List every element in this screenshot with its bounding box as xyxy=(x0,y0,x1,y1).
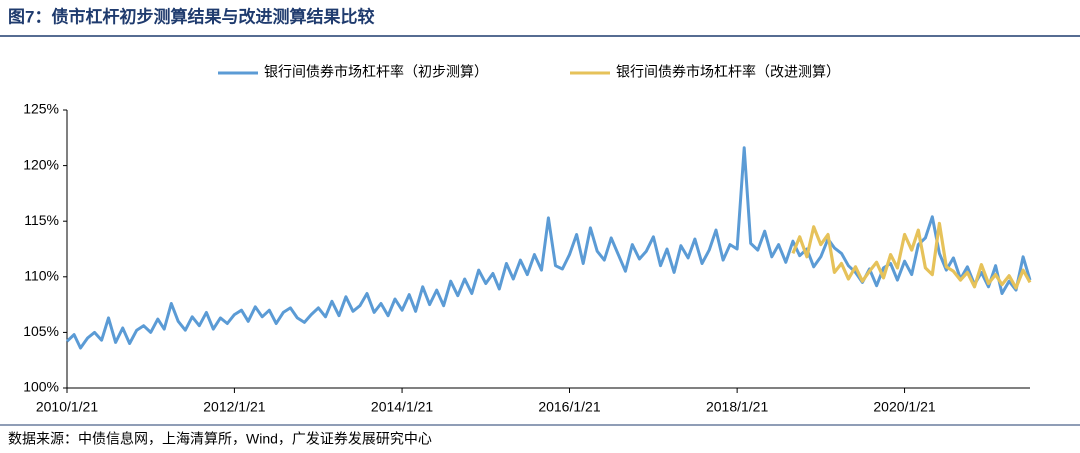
y-tick-label: 120% xyxy=(23,156,59,172)
series-line xyxy=(65,146,1032,350)
x-tick-label: 2016/1/21 xyxy=(538,399,600,415)
chart-title: 图7：债市杠杆初步测算结果与改进测算结果比较 xyxy=(8,6,374,26)
x-tick-label: 2020/1/21 xyxy=(873,399,935,415)
series-line xyxy=(791,221,1032,290)
y-tick-label: 105% xyxy=(23,323,59,339)
x-tick-label: 2018/1/21 xyxy=(706,399,768,415)
y-tick-label: 115% xyxy=(24,212,59,228)
x-tick-label: 2014/1/21 xyxy=(371,399,433,415)
legend-label: 银行间债券市场杠杆率（初步测算） xyxy=(264,64,488,80)
legend-label: 银行间债券市场杠杆率（改进测算） xyxy=(616,64,840,80)
x-tick-label: 2010/1/21 xyxy=(36,399,98,415)
y-tick-label: 110% xyxy=(24,268,59,284)
y-tick-label: 125% xyxy=(23,101,59,117)
source-note: 数据来源：中债信息网，上海清算所，Wind，广发证券发展研究中心 xyxy=(8,431,432,447)
x-tick-label: 2012/1/21 xyxy=(203,399,265,415)
y-tick-label: 100% xyxy=(23,379,59,395)
